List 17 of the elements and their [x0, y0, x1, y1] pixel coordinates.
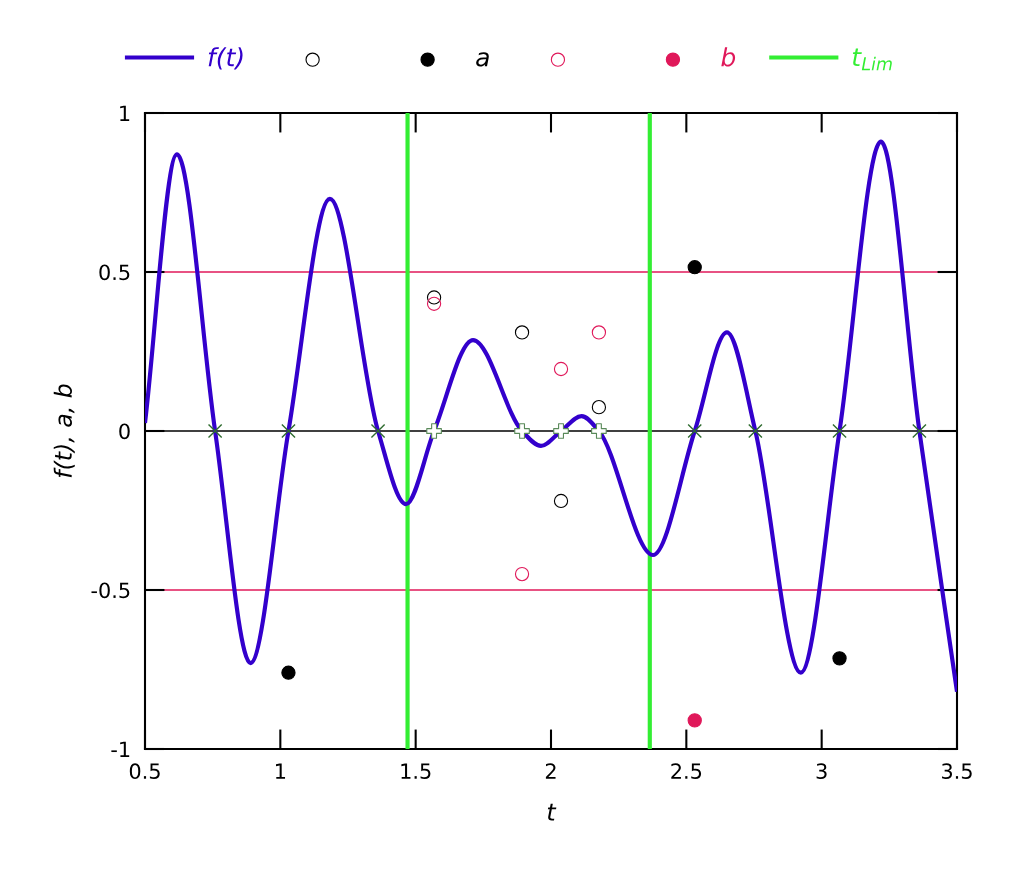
x-tick-label: 3.5 [942, 763, 972, 780]
legend-label: f(t) [208, 47, 243, 70]
x-tick-label: 2.5 [671, 763, 702, 780]
legend-label: t$_{Lim}$ [852, 48, 892, 71]
y-tick-label: -1 [111, 741, 130, 757]
y-tick-label: -0.5 [91, 582, 130, 599]
y-tick-label: 0.5 [99, 264, 130, 281]
x-tick-label: 3 [816, 763, 827, 780]
y-tick-label: 0 [119, 423, 130, 440]
legend-label: b [721, 47, 736, 67]
y-axis-title: f(t), a, b [53, 384, 75, 478]
y-tick-label: 1 [120, 105, 130, 121]
x-tick-label: 1.5 [401, 763, 431, 780]
x-axis-title: t [547, 803, 557, 821]
x-tick-label: 1 [275, 763, 286, 779]
x-tick-label: 2 [545, 763, 556, 779]
legend-label: a [476, 52, 489, 67]
